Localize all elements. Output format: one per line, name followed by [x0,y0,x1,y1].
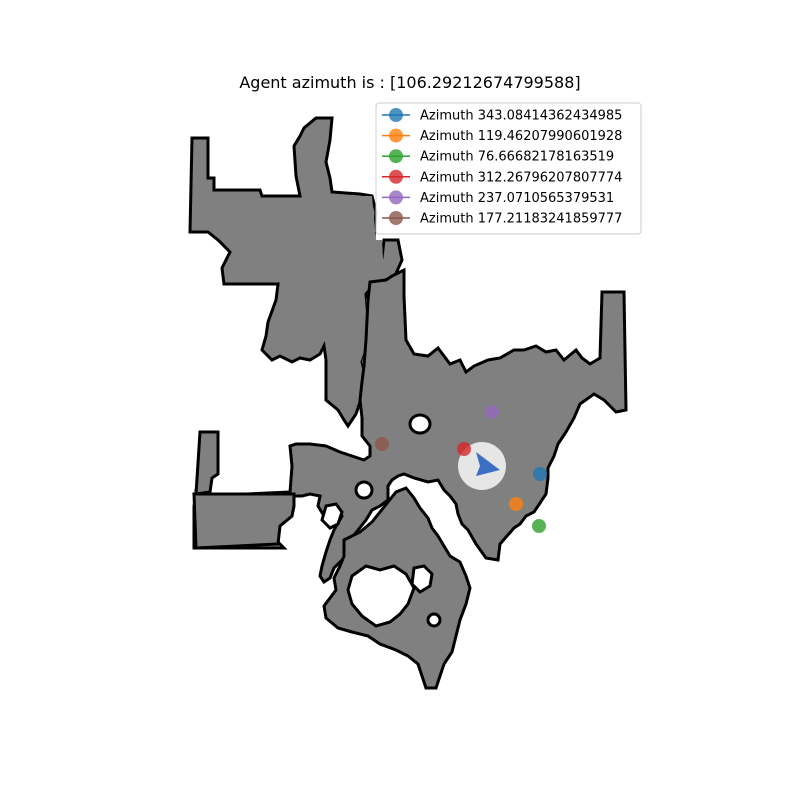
azimuth-marker [533,467,547,481]
azimuth-marker [457,442,471,456]
legend-marker [389,128,403,143]
obstacle-hole [346,564,416,628]
azimuth-marker [532,519,546,533]
legend-marker [389,149,403,164]
legend-label: Azimuth 177.21183241859777 [420,212,622,227]
azimuth-marker [375,437,389,451]
obstacle-hole [410,564,434,594]
obstacle-hole [408,413,432,435]
obstacle-hole [354,480,374,500]
obstacle-hole [320,502,344,530]
legend-box [375,102,642,235]
legend-marker [389,108,403,122]
obstacle-hole [426,612,442,628]
legend-label: Azimuth 237.0710565379531 [420,191,614,206]
legend-marker [389,169,403,184]
figure-title: Agent azimuth is : [106.29212674799588] [239,73,580,92]
floor-region-connector [356,196,384,380]
legend-label: Azimuth 76.66682178163519 [420,150,614,165]
legend: Azimuth 343.08414362434985 Azimuth 119.46… [375,102,642,235]
azimuth-marker [509,497,523,511]
legend-label: Azimuth 119.46207990601928 [420,129,622,144]
agent-arrow-icon [476,452,500,476]
legend-marker [389,211,403,225]
floor-region-left [194,430,220,496]
azimuth-marker [485,405,499,419]
floor-region-west [192,492,296,550]
legend-marker [389,190,403,205]
legend-label: Azimuth 343.08414362434985 [420,109,622,124]
legend-label: Azimuth 312.26796207807774 [420,170,622,185]
azimuth-markers [375,405,547,533]
